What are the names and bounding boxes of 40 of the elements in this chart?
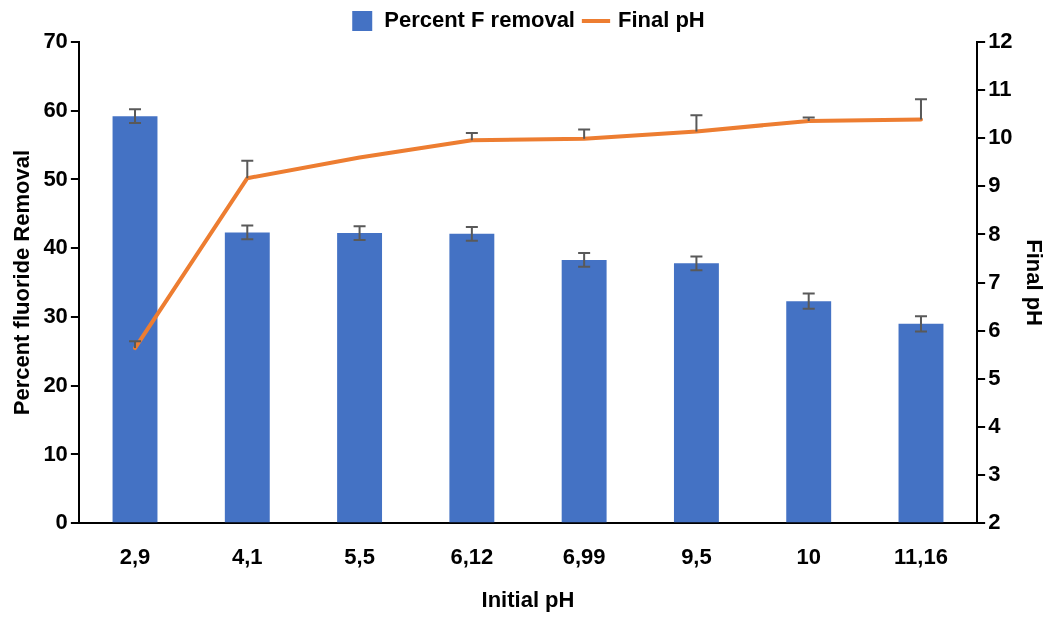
y2-tick-label: 11 xyxy=(988,76,1012,102)
y2-tick-label: 2 xyxy=(988,509,1001,535)
x-tick-label: 9,5 xyxy=(681,544,712,570)
y2-tick-label: 9 xyxy=(988,172,1001,198)
bar xyxy=(786,301,832,523)
bar xyxy=(561,259,607,523)
x-axis-title: Initial pH xyxy=(481,586,575,612)
y-tick-label: 0 xyxy=(55,509,68,535)
y-tick-label: 50 xyxy=(43,165,68,191)
y2-tick-label: 6 xyxy=(988,316,1001,342)
x-tick-label: 2,9 xyxy=(119,544,151,570)
x-tick-label: 6,99 xyxy=(562,544,606,570)
x-tick-label: 10 xyxy=(796,544,821,570)
y2-axis-title: Final pH xyxy=(1021,239,1047,326)
x-tick-label: 6,12 xyxy=(450,544,494,570)
y-tick-label: 30 xyxy=(43,303,68,329)
bar xyxy=(673,263,719,523)
bar xyxy=(224,232,270,523)
y-tick-label: 20 xyxy=(43,371,68,397)
y-axis-title: Percent fluoride Removal xyxy=(9,149,35,416)
x-tick-label: 11,16 xyxy=(894,544,948,570)
y2-tick-label: 8 xyxy=(988,220,1001,246)
legend-label: Final pH xyxy=(617,7,705,33)
bar xyxy=(337,233,383,523)
y-tick-label: 60 xyxy=(43,96,68,122)
bar xyxy=(898,323,944,523)
y2-tick-label: 10 xyxy=(988,124,1013,150)
legend-label: Percent F removal xyxy=(384,7,575,33)
x-tick-label: 5,5 xyxy=(344,544,375,570)
y-tick-label: 40 xyxy=(43,234,68,260)
y-tick-label: 10 xyxy=(43,440,68,466)
y2-tick-label: 3 xyxy=(988,461,1001,487)
bar xyxy=(449,233,495,523)
y2-tick-label: 4 xyxy=(988,413,1002,439)
y2-tick-label: 12 xyxy=(988,28,1013,54)
y2-tick-label: 5 xyxy=(988,364,1001,390)
y2-tick-label: 7 xyxy=(988,268,1001,294)
x-tick-label: 4,1 xyxy=(232,544,263,570)
y-tick-label: 70 xyxy=(43,28,68,54)
bar xyxy=(112,116,158,523)
